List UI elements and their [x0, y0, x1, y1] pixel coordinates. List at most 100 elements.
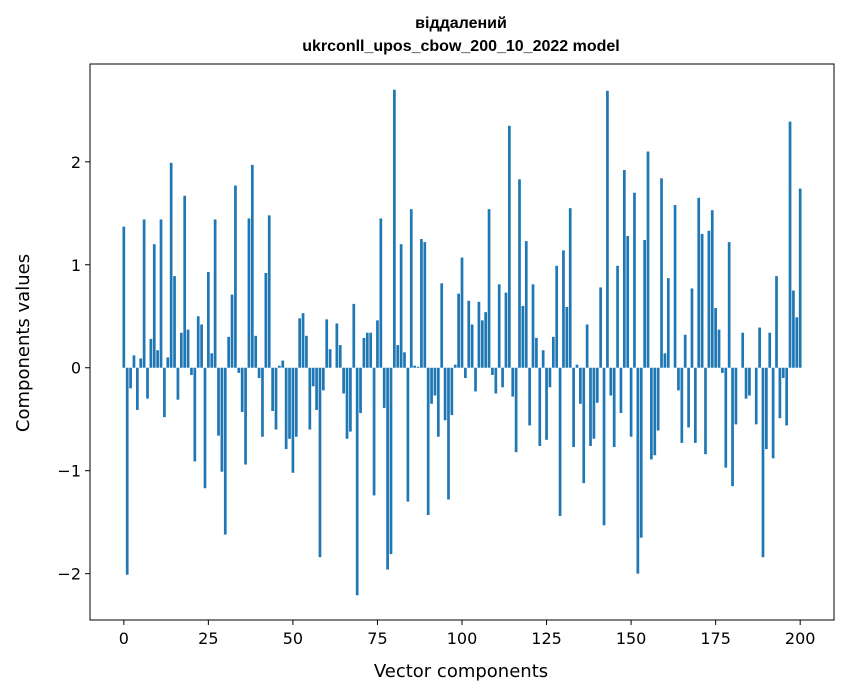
- bar-192: [771, 367, 775, 459]
- x-tick-label: 150: [616, 629, 647, 648]
- bar-0: [122, 226, 126, 368]
- bar-67: [349, 367, 352, 432]
- bar-20: [190, 367, 193, 375]
- bar-97: [450, 367, 454, 416]
- bar-178: [724, 367, 728, 468]
- bar-5: [139, 358, 143, 368]
- x-tick-label: 75: [367, 629, 387, 648]
- y-tick-label: 2: [71, 153, 81, 172]
- bar-26: [210, 353, 214, 368]
- bar-80: [393, 89, 396, 368]
- bar-58: [318, 367, 322, 558]
- bar-53: [301, 313, 305, 368]
- bar-92: [433, 367, 437, 396]
- bar-70: [359, 367, 362, 414]
- bar-40: [257, 367, 261, 379]
- bar-187: [754, 367, 758, 425]
- bar-197: [788, 121, 792, 368]
- bar-82: [399, 244, 403, 368]
- bar-179: [727, 242, 731, 368]
- bar-138: [589, 367, 592, 446]
- bar-89: [423, 242, 427, 368]
- bar-16: [176, 367, 180, 400]
- bar-1: [125, 367, 129, 575]
- bar-141: [599, 287, 603, 368]
- bars-group: [122, 89, 802, 596]
- bar-149: [626, 235, 630, 368]
- bar-57: [315, 367, 318, 410]
- bar-93: [436, 367, 440, 437]
- x-tick-label: 50: [283, 629, 303, 648]
- bar-173: [707, 230, 711, 368]
- bar-88: [420, 239, 423, 368]
- bar-181: [734, 367, 738, 425]
- bar-111: [497, 284, 501, 368]
- bar-35: [240, 367, 244, 413]
- bar-19: [186, 329, 190, 368]
- bar-170: [697, 197, 701, 368]
- bar-46: [278, 365, 281, 368]
- y-tick-label: 1: [71, 256, 81, 275]
- bar-129: [558, 367, 562, 517]
- bar-113: [504, 292, 508, 368]
- bar-76: [379, 218, 383, 368]
- bar-191: [768, 332, 772, 368]
- bar-84: [406, 367, 410, 502]
- bar-112: [501, 367, 504, 388]
- bar-51: [294, 367, 298, 437]
- bar-157: [653, 367, 657, 456]
- bar-199: [795, 317, 799, 368]
- bar-31: [227, 336, 231, 368]
- chart-title-line2: ukrconll_upos_cbow_200_10_2022 model: [302, 38, 619, 55]
- bar-154: [643, 240, 646, 368]
- bar-78: [386, 367, 389, 570]
- bar-18: [183, 195, 187, 368]
- bar-119: [524, 241, 528, 368]
- bar-110: [494, 367, 498, 394]
- bar-102: [467, 300, 471, 368]
- bar-115: [511, 367, 515, 397]
- bar-195: [781, 367, 785, 379]
- bar-155: [646, 151, 650, 368]
- bar-47: [281, 360, 285, 368]
- bar-12: [163, 367, 166, 418]
- bar-193: [775, 276, 778, 368]
- bar-25: [207, 271, 210, 368]
- bar-160: [663, 353, 667, 368]
- bar-39: [254, 335, 258, 368]
- bar-56: [311, 367, 315, 387]
- bar-124: [541, 350, 545, 368]
- bar-95: [443, 367, 447, 421]
- bar-132: [568, 208, 572, 368]
- bar-108: [487, 209, 491, 368]
- bar-125: [545, 367, 548, 440]
- bar-163: [673, 205, 677, 368]
- y-axis-label: Components values: [13, 254, 34, 432]
- bar-49: [288, 367, 291, 439]
- bar-161: [666, 278, 670, 368]
- bar-130: [562, 250, 565, 368]
- bar-180: [731, 367, 734, 487]
- y-tick-label: −1: [57, 462, 81, 481]
- bar-153: [639, 367, 643, 538]
- x-tick-label: 175: [700, 629, 731, 648]
- bar-85: [409, 209, 413, 368]
- bar-2: [129, 367, 132, 389]
- bar-7: [146, 367, 149, 399]
- bar-101: [464, 367, 467, 379]
- bar-183: [741, 332, 745, 368]
- bar-144: [609, 367, 613, 396]
- bar-136: [582, 367, 586, 484]
- bar-116: [514, 367, 518, 453]
- bar-66: [345, 367, 349, 439]
- bar-68: [352, 303, 356, 368]
- bar-126: [548, 367, 552, 388]
- x-axis-ticks: 0 25 50 75 100 125 150 175 200: [119, 620, 815, 648]
- bar-194: [778, 367, 782, 419]
- bar-33: [234, 185, 237, 368]
- bar-104: [474, 367, 477, 392]
- bar-17: [179, 332, 183, 368]
- bar-23: [200, 324, 203, 368]
- bar-123: [538, 367, 542, 446]
- bar-185: [748, 367, 751, 396]
